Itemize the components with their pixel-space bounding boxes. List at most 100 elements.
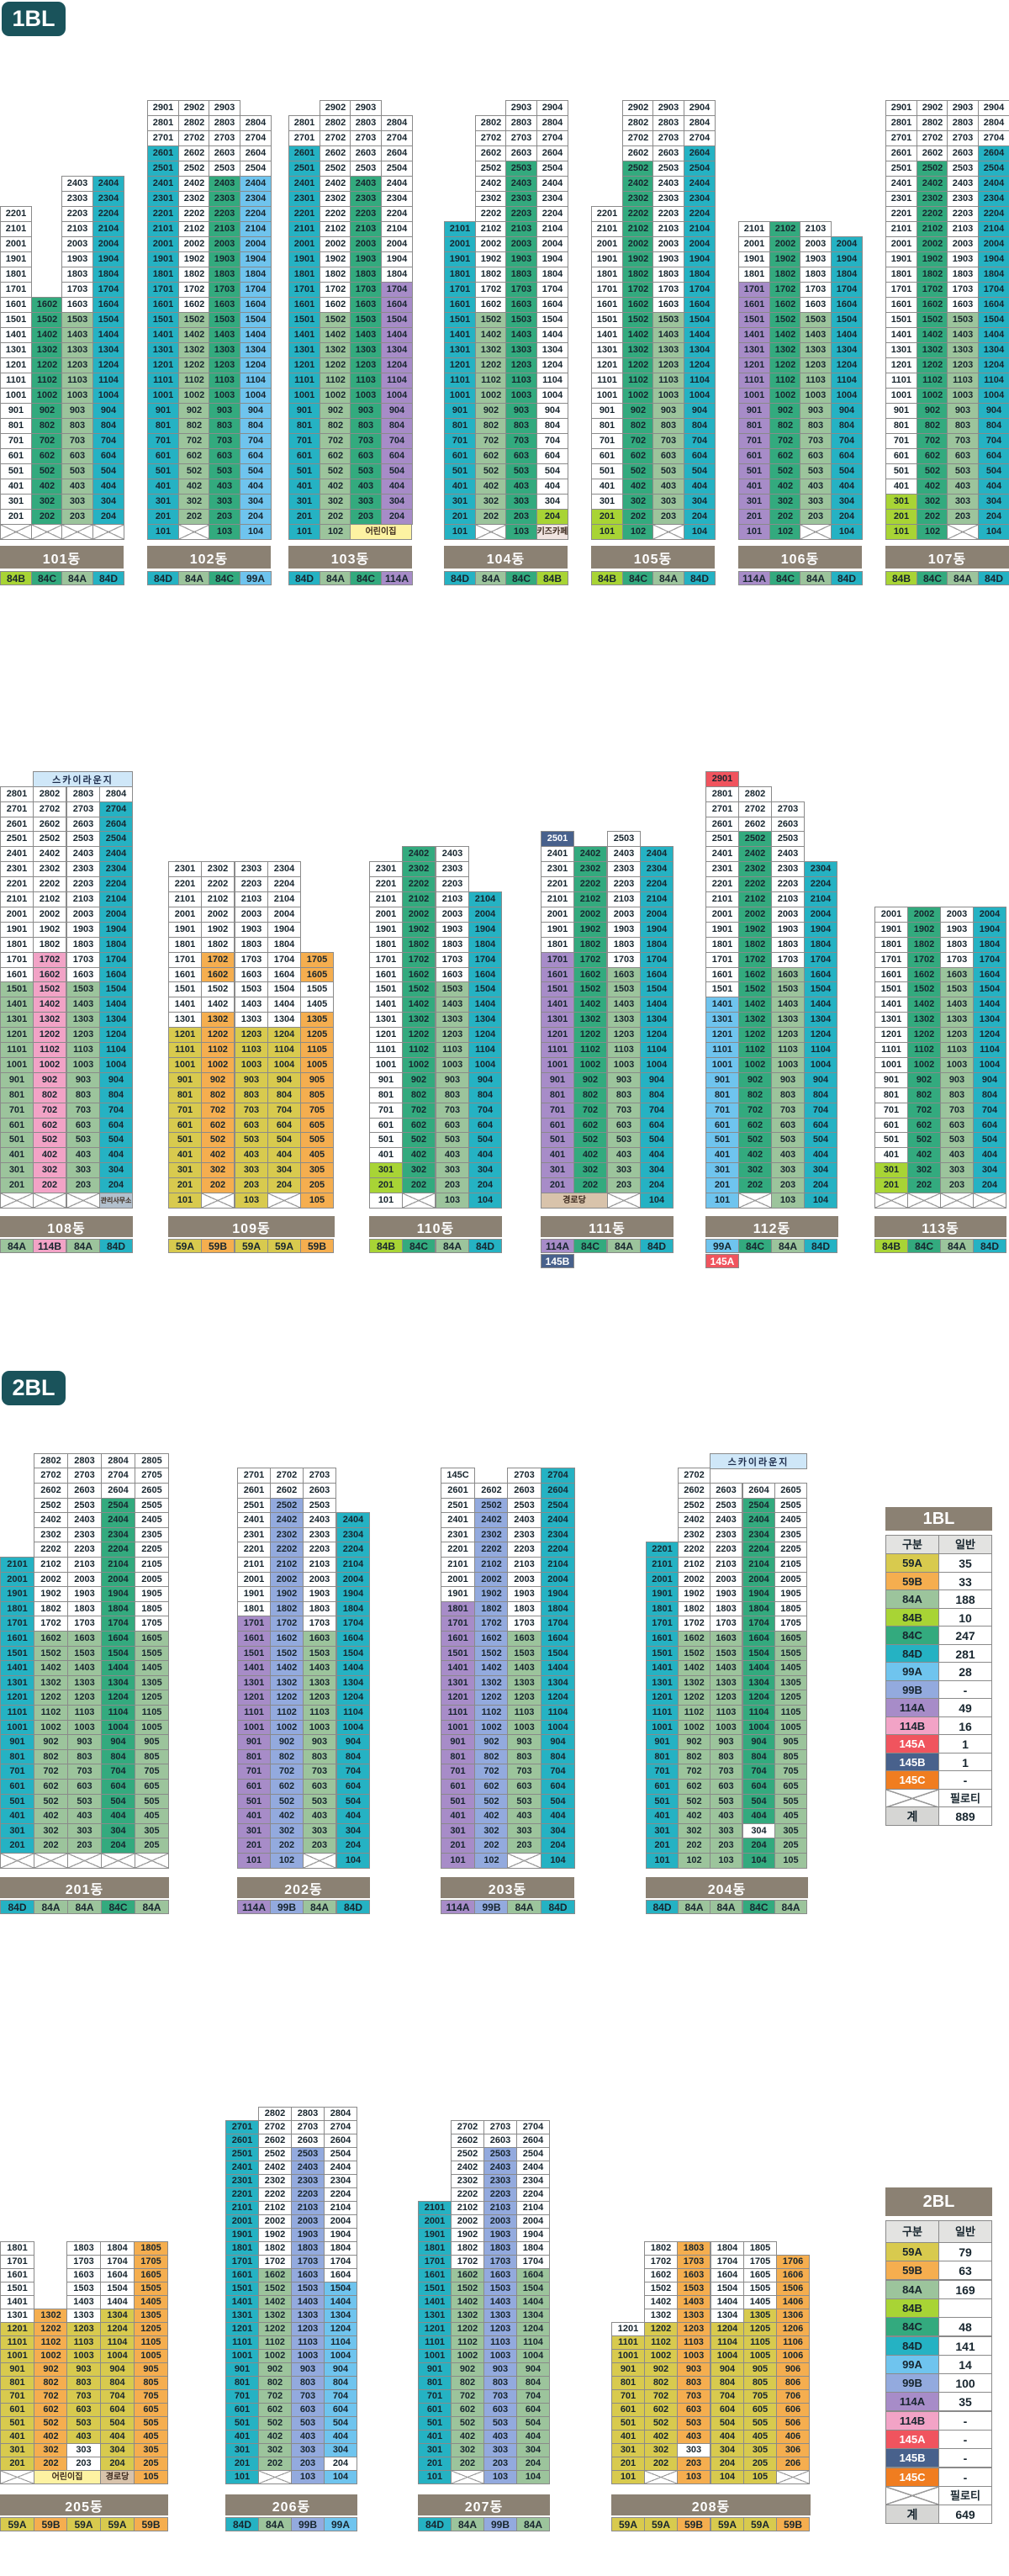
unit-cell: 2103: [436, 891, 469, 907]
unit-cell: 405: [743, 2430, 777, 2444]
unit-cell: 1801: [168, 937, 202, 953]
unit-cell: 1805: [134, 2241, 168, 2256]
unit-cell: 2204: [267, 876, 301, 892]
unit-cell: 501: [0, 1132, 34, 1148]
unit-cell: 2102: [270, 1557, 304, 1573]
unit-cell: 1703: [677, 2255, 711, 2269]
unit-cell: 601: [885, 448, 917, 464]
unit-cell: 2702: [33, 801, 66, 817]
legend-total-count: 649: [938, 2505, 992, 2524]
unit-cell: 1001: [541, 1057, 574, 1073]
unit-cell: 2803: [291, 2107, 325, 2121]
unit-cell: 1403: [607, 997, 641, 1013]
unit-cell: 706: [776, 2389, 810, 2404]
unit-cell: 1605: [743, 2268, 777, 2282]
legend-type-swatch: 84B: [885, 2298, 939, 2318]
unit-cell: 1001: [0, 388, 32, 404]
unit-cell: 701: [705, 1103, 739, 1119]
unit-cell: 304: [973, 1162, 1006, 1178]
building-label: 109동: [168, 1216, 335, 1237]
unit-cell: 1904: [267, 922, 301, 938]
unit-cell: 2004: [99, 907, 133, 923]
unit-cell: 2404: [240, 176, 272, 192]
unit-cell: 2703: [771, 801, 805, 817]
unit-cell: 1802: [320, 267, 351, 283]
unit-cell: 1802: [738, 937, 772, 953]
unit-cell: 504: [100, 2416, 135, 2431]
unit-cell: 403: [66, 1147, 100, 1163]
unit-cell: 901: [0, 403, 32, 419]
unit-cell: 902: [678, 1734, 711, 1750]
unit-cell: 801: [885, 418, 917, 434]
unit-cell: 304: [381, 494, 413, 510]
unit-cell: 801: [611, 2376, 645, 2390]
unit-cell: 1604: [541, 1631, 575, 1647]
unit-cell: 1902: [573, 922, 607, 938]
unit-cell: 1902: [270, 1586, 304, 1602]
unit-cell: 2705: [135, 1468, 169, 1484]
unit-cell: 2801: [288, 115, 320, 131]
unit-cell: 603: [350, 448, 382, 464]
unit-cell: 1201: [885, 357, 917, 373]
unit-cell: 1004: [267, 1057, 301, 1073]
unit-cell: 1002: [769, 388, 801, 404]
unit-cell: 901: [541, 1072, 574, 1088]
unit-cell: 1204: [978, 357, 1009, 373]
unit-cell: 2404: [336, 1512, 370, 1528]
unit-cell: 1001: [225, 2349, 259, 2363]
unit-cell: 602: [178, 448, 210, 464]
unit-cell: 204: [92, 509, 124, 525]
unit-cell: 2802: [258, 2107, 292, 2121]
unit-cell: 2302: [178, 191, 210, 207]
unit-cell: 1501: [168, 981, 202, 997]
piloti-cell: [0, 2470, 34, 2484]
unit-cell: 604: [541, 1779, 575, 1795]
unit-cell: 701: [168, 1103, 202, 1119]
unit-cell: 301: [225, 2443, 259, 2457]
legend-type-swatch: 114A: [885, 2392, 939, 2411]
unit-cell: 2202: [33, 876, 66, 892]
unit-cell: 2201: [0, 876, 34, 892]
unit-cell: 1301: [444, 342, 476, 358]
unit-cell: 1101: [646, 1705, 679, 1721]
unit-cell: 203: [291, 2457, 325, 2471]
unit-cell: 1402: [573, 997, 607, 1013]
unit-cell: 301: [885, 494, 917, 510]
legend-count: 14: [938, 2355, 992, 2374]
unit-cell: 1402: [678, 1660, 711, 1676]
unit-cell: 2103: [235, 891, 268, 907]
unit-cell: 804: [267, 1087, 301, 1103]
unit-cell: 502: [917, 463, 948, 479]
unit-cell: 1104: [92, 373, 124, 389]
legend-type-swatch: 84A: [885, 1590, 939, 1609]
type-label: 99B: [291, 2517, 325, 2531]
unit-cell: 705: [134, 2389, 168, 2404]
unit-cell: 903: [61, 403, 93, 419]
unit-cell: 1703: [291, 2255, 325, 2269]
unit-cell: 2904: [684, 100, 716, 116]
unit-cell: 401: [418, 2430, 452, 2444]
unit-cell: 504: [804, 1132, 837, 1148]
unit-cell: 2802: [917, 115, 948, 131]
unit-cell: 1201: [0, 2322, 34, 2336]
unit-cell: 1203: [67, 1690, 102, 1706]
unit-cell: 1801: [0, 937, 34, 953]
unit-cell: 902: [474, 1734, 509, 1750]
unit-cell: 1504: [831, 312, 863, 328]
unit-cell: 702: [33, 1103, 66, 1119]
unit-cell: 602: [917, 448, 948, 464]
unit-cell: 601: [441, 1779, 475, 1795]
unit-cell: 2702: [270, 1468, 304, 1484]
unit-cell: 602: [258, 2403, 292, 2417]
unit-cell: 2101: [541, 891, 574, 907]
unit-cell: 403: [483, 2430, 517, 2444]
unit-cell: 2001: [541, 907, 574, 923]
unit-cell: 1202: [320, 357, 351, 373]
type-label: 84D: [92, 571, 124, 585]
unit-cell: 503: [483, 2416, 517, 2431]
unit-cell: 605: [743, 2403, 777, 2417]
unit-cell: 1104: [267, 1042, 301, 1058]
unit-cell: 1104: [973, 1042, 1006, 1058]
unit-cell: 402: [474, 1808, 509, 1824]
unit-cell: 2703: [507, 1468, 541, 1484]
